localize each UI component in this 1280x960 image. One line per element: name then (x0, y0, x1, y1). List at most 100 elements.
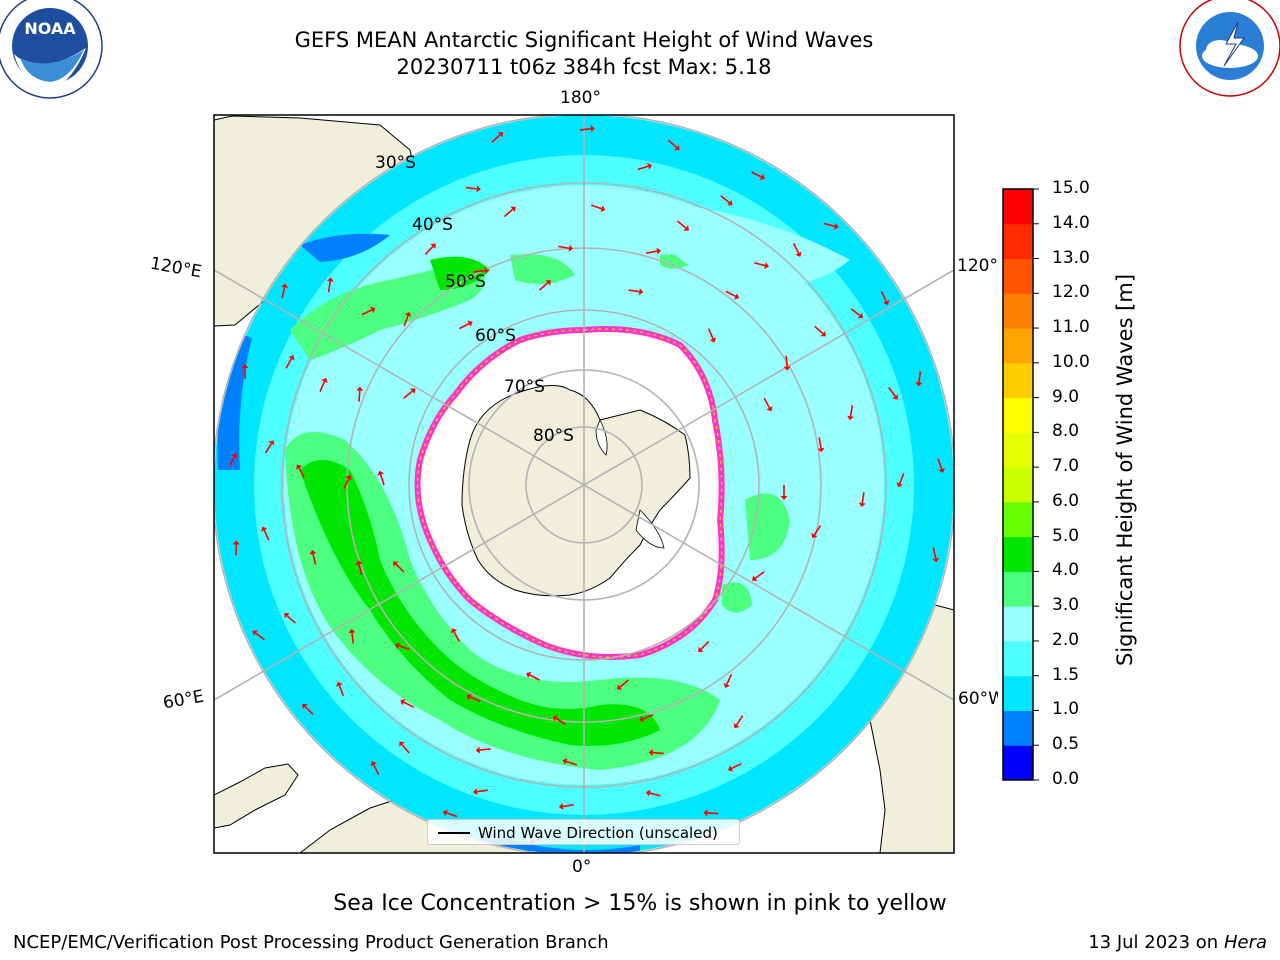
wind-wave-arrow (751, 171, 765, 181)
colorbar-tick-label: 11.0 (1052, 317, 1090, 338)
wind-wave-arrow (780, 485, 788, 500)
wind-wave-arrow (336, 681, 345, 697)
lon-label-bottom: 0° (572, 857, 592, 877)
colorbar-segment (1003, 362, 1033, 399)
colorbar-border (1002, 188, 1034, 781)
colorbar-segment (1003, 328, 1033, 364)
wind-wave-arrow (284, 613, 296, 624)
wind-wave-arrow (727, 762, 742, 772)
wind-wave-arrow (637, 162, 653, 171)
wind-wave-arrow (783, 355, 791, 371)
wind-wave-arrow (590, 204, 606, 213)
wind-wave-arrow (491, 132, 504, 143)
wind-wave-arrow (264, 440, 275, 454)
wind-wave-arrow (703, 809, 719, 817)
colorbar-tick-label: 12.0 (1052, 282, 1090, 303)
wind-wave-arrow (725, 290, 740, 300)
lat-label-70s: 70°S (504, 377, 545, 397)
wind-wave-arrow (356, 386, 364, 402)
wind-wave-arrow (676, 220, 689, 231)
wind-wave-arrow (847, 405, 854, 421)
colorbar-tick-label: 3.0 (1052, 595, 1080, 616)
sea-ice-caption: Sea Ice Concentration > 15% is shown in … (333, 891, 947, 916)
wind-wave-arrow (817, 437, 825, 453)
colorbar-segment (1003, 223, 1033, 260)
footer-date: 13 Jul 2023 on Hera (1088, 932, 1267, 953)
colorbar-tick-label: 15.0 (1052, 178, 1090, 198)
colorbar-segment (1003, 293, 1033, 329)
wind-wave-arrow (394, 642, 410, 651)
graticule (214, 115, 954, 853)
colorbar-segment (1003, 501, 1033, 538)
colorbar-segment (1003, 745, 1033, 781)
colorbar-tick-label: 5.0 (1052, 525, 1080, 546)
wind-wave-arrow (823, 222, 839, 230)
wind-wave-arrow (888, 387, 899, 400)
wind-wave-arrow (723, 674, 733, 688)
footer-credit: NCEP/EMC/Verification Post Processing Pr… (13, 932, 609, 953)
wind-wave-arrow (400, 699, 414, 708)
footer-date-text: 13 Jul 2023 on (1088, 932, 1224, 953)
wind-wave-arrow (475, 746, 491, 754)
wind-wave-arrow (811, 525, 822, 539)
wind-wave-arrow (232, 540, 240, 556)
noaa-logo-text: NOAA (24, 19, 76, 38)
colorbar-segment (1003, 640, 1033, 677)
colorbar-tick-label: 8.0 (1052, 421, 1080, 442)
colorbar-segment (1003, 467, 1033, 503)
colorbar-tick-label: 10.0 (1052, 351, 1090, 372)
wind-wave-arrow (720, 195, 733, 206)
wind-wave-arrow (343, 474, 352, 489)
wind-wave-arrow (763, 397, 773, 412)
wind-wave-arrow (466, 693, 481, 703)
colorbar-tick-label: 13.0 (1052, 247, 1090, 268)
colorbar (1002, 188, 1039, 781)
wind-wave-arrow (403, 311, 412, 327)
wind-wave-arrow (880, 291, 890, 306)
wind-wave-arrow (309, 550, 317, 565)
colorbar-segment (1003, 432, 1033, 468)
wind-wave-arrow (648, 749, 664, 757)
wind-wave-arrow (473, 267, 489, 275)
colorbar-tick-label: 4.0 (1052, 560, 1080, 581)
wind-wave-arrow (260, 526, 270, 541)
lat-label-40s: 40°S (412, 215, 453, 235)
colorbar-segment (1003, 710, 1033, 746)
wind-wave-arrow (370, 761, 380, 775)
map-subtitle: 20230711 t06z 384h fcst Max: 5.18 (396, 55, 772, 79)
wind-wave-arrow (937, 458, 945, 473)
colorbar-segment (1003, 571, 1033, 607)
wind-wave-arrow (465, 185, 481, 193)
colorbar-tick-label: 0.5 (1052, 734, 1080, 755)
colorbar-tick-label: 14.0 (1052, 212, 1090, 233)
wind-wave-arrow (754, 262, 769, 269)
wind-wave-arrow (361, 306, 376, 316)
wind-wave-arrow (450, 628, 461, 642)
colorbar-tick-label: 9.0 (1052, 386, 1080, 407)
lon-label-lower-right: 60°W (958, 689, 998, 709)
wind-wave-arrow (377, 470, 385, 486)
lat-label-80s: 80°S (533, 426, 574, 446)
colorbar-tick-label: 1.5 (1052, 664, 1080, 685)
lat-label-30s: 30°S (375, 153, 416, 173)
wind-wave-arrow (558, 244, 574, 252)
wind-wave-arrow (295, 464, 305, 479)
wind-wave-arrow (639, 714, 654, 723)
wind-wave-arrow (526, 671, 540, 681)
wind-wave-arrow (698, 640, 710, 653)
wind-wave-arrow (403, 388, 416, 399)
wind-wave-arrow (473, 788, 488, 796)
colorbar-tick-label: 6.0 (1052, 490, 1080, 511)
colorbar-segment (1003, 189, 1033, 225)
map-legend: Wind Wave Direction (unscaled) (427, 819, 740, 845)
map-frame (213, 114, 955, 854)
wind-wave-arrow (814, 325, 826, 337)
colorbar-label: Significant Height of Wind Waves [m] (1113, 273, 1137, 667)
colorbar-segment (1003, 675, 1033, 711)
wind-wave-arrow (355, 560, 363, 576)
wind-wave-arrow (579, 125, 595, 133)
wind-wave-arrows (228, 125, 945, 845)
colorbar-tick-label: 2.0 (1052, 629, 1080, 650)
wind-wave-arrow (348, 628, 356, 644)
